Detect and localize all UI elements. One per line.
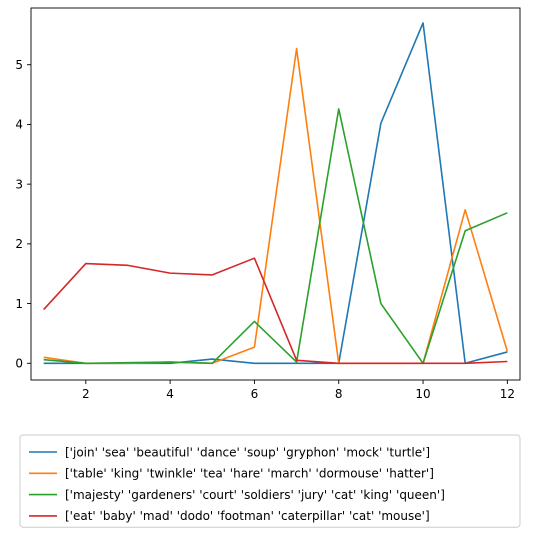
x-tick-label: 8 [335, 387, 343, 401]
plot-area [43, 22, 509, 365]
legend-label-3: ['majesty' 'gardeners' 'court' 'soldiers… [65, 488, 445, 502]
x-tick-label: 4 [166, 387, 174, 401]
series-line-4 [43, 257, 508, 365]
axes-frame [30, 7, 521, 381]
x-tick-label: 12 [500, 387, 515, 401]
x-tick-label: 10 [415, 387, 430, 401]
y-tick-label: 2 [15, 237, 23, 251]
y-tick-label: 5 [15, 58, 23, 72]
y-tick-label: 3 [15, 177, 23, 191]
legend-label-4: ['eat' 'baby' 'mad' 'dodo' 'footman' 'ca… [65, 509, 430, 523]
y-tick-label: 1 [15, 297, 23, 311]
legend-label-1: ['join' 'sea' 'beautiful' 'dance' 'soup'… [65, 445, 430, 459]
series-line-3 [43, 108, 508, 365]
legend: ['join' 'sea' 'beautiful' 'dance' 'soup'… [19, 434, 521, 528]
y-tick-label: 4 [15, 118, 23, 132]
legend-box [19, 434, 521, 528]
x-tick-label: 2 [82, 387, 90, 401]
x-tick-label: 6 [251, 387, 259, 401]
legend-label-2: ['table' 'king' 'twinkle' 'tea' 'hare' '… [65, 467, 434, 481]
y-tick-label: 0 [15, 357, 23, 371]
